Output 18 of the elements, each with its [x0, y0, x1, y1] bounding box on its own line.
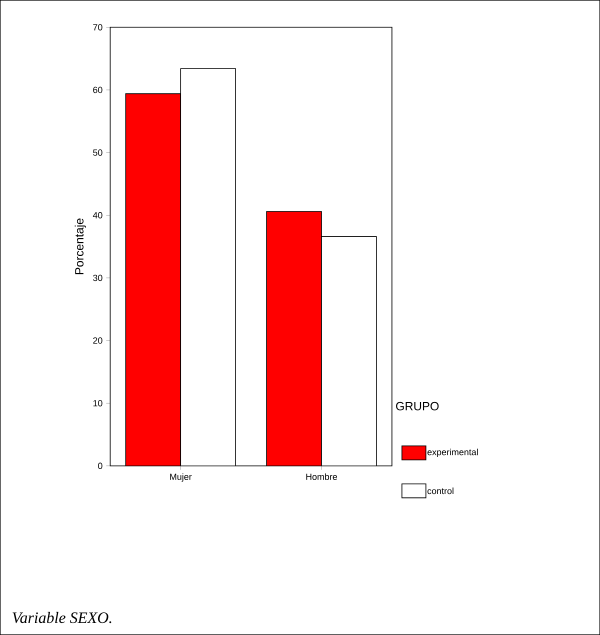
x-tick-label: Hombre [306, 473, 338, 480]
legend-title: GRUPO [396, 402, 439, 410]
y-tick-label: 40 [92, 212, 102, 218]
bar [266, 211, 322, 466]
legend-label: experimental [427, 448, 478, 458]
y-tick-label: 30 [93, 274, 102, 282]
y-tick-label: 20 [93, 337, 102, 344]
y-tick-label: 50 [93, 149, 102, 156]
y-tick-label: 70 [93, 24, 102, 30]
y-tick-label: 60 [93, 86, 102, 94]
x-tick-label: Mujer [170, 473, 192, 482]
y-tick-label: 0 [98, 462, 102, 470]
y-tick-label: 10 [93, 400, 102, 406]
bar [125, 93, 182, 466]
bar [321, 236, 377, 466]
text: control [427, 488, 454, 494]
text: Variable SEXO. [12, 612, 112, 624]
y-axis-title: Porcentaje [74, 218, 86, 274]
